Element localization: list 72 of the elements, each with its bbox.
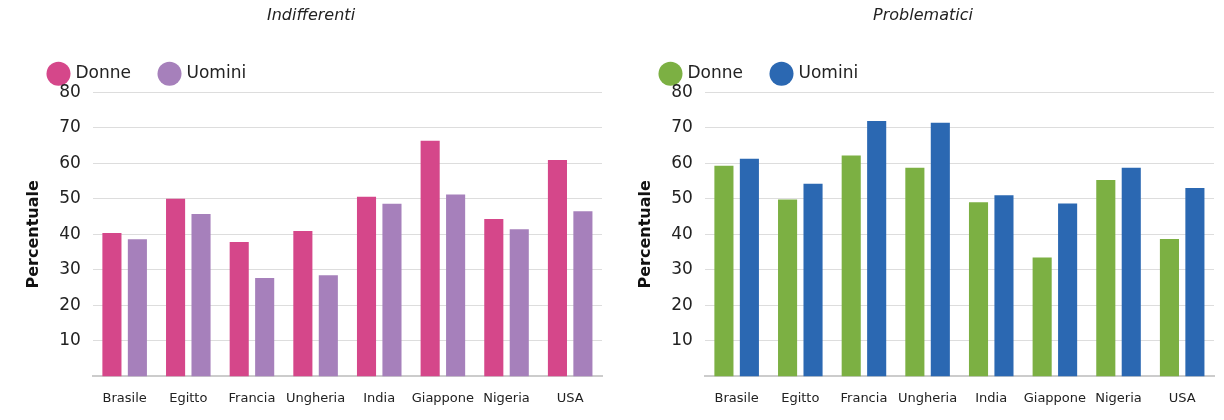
bar <box>382 203 402 377</box>
chart-title: Problematici <box>873 4 974 24</box>
bar <box>547 160 567 377</box>
bar <box>102 232 122 377</box>
bar <box>714 165 734 377</box>
x-tick-label: Ungheria <box>286 389 346 405</box>
y-tick-label: 40 <box>59 222 81 243</box>
bar <box>841 155 861 377</box>
x-tick-label: Nigeria <box>1095 389 1142 405</box>
bar <box>356 196 377 377</box>
bar <box>778 199 798 377</box>
legend-label: Uomini <box>186 62 247 83</box>
y-tick-label: 60 <box>671 151 693 172</box>
bar <box>1032 257 1052 377</box>
bar <box>1121 167 1141 377</box>
bar <box>803 183 823 377</box>
x-tick-label: India <box>363 389 396 405</box>
x-tick-label: Egitto <box>169 389 208 405</box>
y-tick-label: 10 <box>59 329 81 350</box>
bar <box>994 195 1014 377</box>
x-tick-label: USA <box>556 389 584 405</box>
y-tick-label: 80 <box>671 80 693 101</box>
bar <box>446 194 466 377</box>
bar <box>420 140 440 377</box>
y-tick-label: 40 <box>671 222 693 243</box>
x-tick-label: Brasile <box>714 389 759 405</box>
y-tick-label: 30 <box>59 258 81 279</box>
x-tick-label: Giappone <box>411 389 475 405</box>
bar <box>293 231 313 377</box>
bar <box>484 219 504 377</box>
bar <box>968 202 989 377</box>
bar <box>166 198 186 377</box>
x-tick-label: Francia <box>228 389 276 405</box>
y-tick-label: 30 <box>671 258 693 279</box>
bar <box>905 167 925 377</box>
bar <box>509 229 529 377</box>
x-tick-label: Ungheria <box>898 389 958 405</box>
y-axis-title: Percentuale <box>634 179 654 289</box>
bar <box>255 278 275 377</box>
bar <box>867 120 887 377</box>
y-tick-label: 70 <box>59 116 81 137</box>
legend-label: Donne <box>75 62 131 83</box>
y-tick-label: 80 <box>59 80 81 101</box>
chart-title: Indifferenti <box>266 4 356 24</box>
bar <box>1185 188 1205 377</box>
legend-label: Uomini <box>798 62 859 83</box>
bar <box>573 211 593 377</box>
y-tick-label: 70 <box>671 116 693 137</box>
legend-label: Donne <box>687 62 743 83</box>
bar <box>127 239 147 377</box>
bar <box>1159 238 1179 377</box>
y-tick-label: 50 <box>671 187 693 208</box>
y-tick-label: 10 <box>671 329 693 350</box>
y-tick-label: 50 <box>59 187 81 208</box>
y-tick-label: 20 <box>59 293 81 314</box>
x-tick-label: Egitto <box>781 389 820 405</box>
y-tick-label: 20 <box>671 293 693 314</box>
bar <box>1096 179 1116 377</box>
bar <box>318 275 338 377</box>
bar <box>739 158 759 377</box>
bar <box>930 122 950 377</box>
x-tick-label: Brasile <box>102 389 147 405</box>
bar <box>229 242 249 377</box>
x-tick-label: India <box>975 389 1008 405</box>
y-tick-label: 60 <box>59 151 81 172</box>
bar <box>191 214 211 377</box>
y-axis-title: Percentuale <box>22 179 42 289</box>
x-tick-label: Nigeria <box>483 389 530 405</box>
x-tick-label: Giappone <box>1023 389 1087 405</box>
bar <box>1058 203 1078 377</box>
x-tick-label: Francia <box>840 389 888 405</box>
x-tick-label: USA <box>1168 389 1196 405</box>
